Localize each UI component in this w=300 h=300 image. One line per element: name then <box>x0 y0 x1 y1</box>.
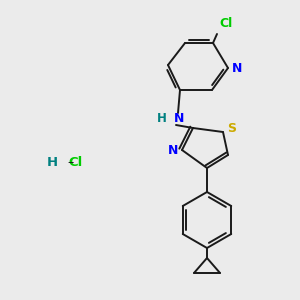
Text: Cl: Cl <box>68 157 82 169</box>
Text: –: – <box>64 157 74 169</box>
Text: H: H <box>47 157 58 169</box>
Text: S: S <box>227 122 236 136</box>
Text: Cl: Cl <box>219 17 232 30</box>
Text: N: N <box>174 112 184 124</box>
Text: H: H <box>157 112 167 124</box>
Text: N: N <box>232 61 242 74</box>
Text: N: N <box>168 145 178 158</box>
